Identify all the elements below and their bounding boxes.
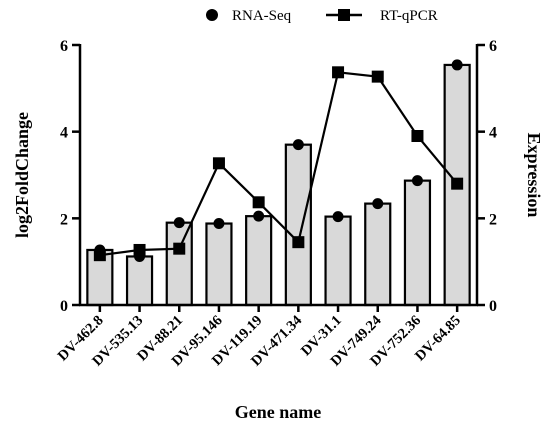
y-tick-label-0: 0 (60, 298, 68, 315)
point-rna-seq-DV-64.85 (451, 59, 463, 71)
point-rna-seq-DV-752.36 (411, 175, 423, 187)
point-rna-seq-DV-88.21 (173, 217, 185, 229)
point-rna-seq-DV-462.8 (94, 244, 106, 256)
bar-DV-535.13 (125, 255, 154, 307)
y-tick-label-2: 2 (60, 211, 68, 228)
point-rt-qpcr-DV-88.21 (173, 242, 186, 255)
point-rt-qpcr-DV-119.19 (252, 196, 265, 209)
point-rt-qpcr-DV-64.85 (451, 177, 464, 190)
bar-DV-119.19 (245, 215, 273, 307)
point-rna-seq-DV-749.24 (372, 198, 384, 210)
point-rt-qpcr-DV-471.34 (292, 236, 305, 249)
y-axis-title: log2FoldChange (12, 112, 32, 238)
y2-axis-title: Expression (524, 133, 544, 218)
bar-DV-471.34 (284, 143, 312, 307)
legend: RNA-Seq RT-qPCR (206, 8, 438, 24)
bar-DV-95.146 (205, 222, 233, 307)
point-rna-seq-DV-95.146 (213, 218, 225, 230)
y2-tick-label-6: 6 (489, 38, 497, 55)
y-tick-label-4: 4 (60, 125, 68, 142)
bar-DV-88.21 (165, 221, 193, 307)
point-rna-seq-DV-31.1 (332, 211, 344, 223)
plot-area (86, 59, 471, 307)
legend-marker-rt-qpcr (338, 9, 350, 21)
y-tick-label-6: 6 (60, 38, 68, 55)
x-axis-title: Gene name (235, 402, 321, 422)
point-rt-qpcr-DV-95.146 (212, 157, 225, 170)
y2-tick-label-4: 4 (489, 125, 497, 142)
point-rt-qpcr-DV-31.1 (332, 66, 345, 79)
point-rna-seq-DV-535.13 (134, 250, 146, 262)
point-rna-seq-DV-471.34 (292, 139, 304, 151)
legend-marker-rna-seq (206, 9, 218, 21)
y2-tick-label-0: 0 (489, 298, 497, 315)
bar-DV-752.36 (403, 179, 432, 307)
line-rt-qpcr (99, 71, 458, 257)
bar-DV-31.1 (324, 215, 352, 307)
y2-tick-label-2: 2 (489, 211, 497, 228)
point-rt-qpcr-DV-752.36 (411, 130, 424, 142)
legend-label-rt-qpcr: RT-qPCR (380, 8, 438, 24)
point-rna-seq-DV-119.19 (253, 210, 265, 222)
legend-label-rna-seq: RNA-Seq (232, 8, 292, 24)
point-rt-qpcr-DV-749.24 (371, 70, 384, 83)
bar-DV-749.24 (364, 202, 392, 307)
